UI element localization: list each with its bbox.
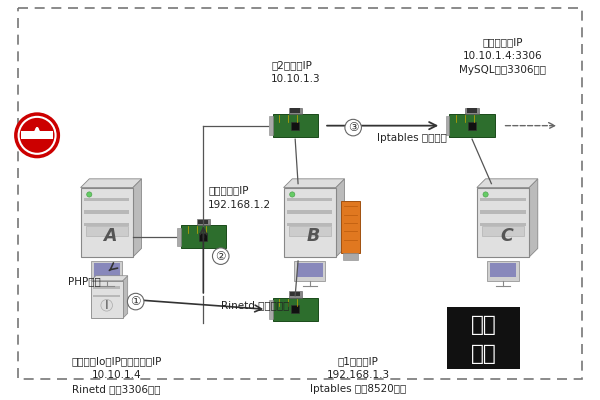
Bar [289, 108, 302, 114]
Circle shape [101, 300, 112, 311]
Bar [481, 198, 526, 202]
Text: 网卡：真实IP
192.168.1.2: 网卡：真实IP 192.168.1.2 [208, 186, 271, 210]
Circle shape [290, 192, 295, 197]
Bar [481, 223, 526, 226]
Text: ③: ③ [348, 121, 358, 134]
Circle shape [483, 192, 488, 197]
Bar [287, 198, 332, 202]
Bar [86, 226, 128, 236]
Bar [91, 281, 122, 318]
Bar [21, 131, 53, 139]
Bar [91, 260, 122, 282]
Text: PHP访问: PHP访问 [68, 276, 101, 286]
Bar [291, 305, 299, 314]
Polygon shape [336, 179, 344, 257]
Polygon shape [477, 179, 538, 188]
Text: ①: ① [130, 295, 141, 308]
Bar [343, 253, 358, 260]
Bar [84, 223, 129, 226]
Bar [94, 263, 120, 277]
Circle shape [20, 118, 55, 153]
Bar [290, 292, 300, 296]
Bar [272, 298, 318, 321]
Text: C: C [500, 227, 513, 245]
Bar [272, 114, 318, 137]
Polygon shape [91, 276, 128, 281]
Polygon shape [80, 179, 142, 188]
Bar [477, 188, 529, 257]
Polygon shape [133, 179, 142, 257]
Text: B: B [307, 227, 320, 245]
Bar [178, 228, 181, 246]
Bar [291, 122, 299, 130]
Bar [84, 210, 129, 214]
Bar [93, 286, 121, 289]
Bar [467, 108, 477, 112]
Bar [289, 226, 331, 236]
Text: 本地回环lo的IP别名：虚拟IP
10.10.1.4
Rinetd 监听3306端口: 本地回环lo的IP别名：虚拟IP 10.10.1.4 Rinetd 监听3306… [71, 356, 161, 394]
Bar [289, 291, 302, 298]
Bar [199, 220, 208, 224]
Bar [80, 188, 133, 257]
Polygon shape [529, 179, 538, 257]
Bar [181, 225, 226, 248]
Bar [487, 260, 518, 282]
Bar [284, 188, 336, 257]
Circle shape [16, 114, 58, 156]
Bar [296, 263, 323, 277]
Bar [446, 116, 449, 135]
Polygon shape [122, 276, 128, 318]
Bar [290, 108, 300, 112]
Bar [490, 263, 516, 277]
Text: ②: ② [215, 250, 226, 263]
Bar [199, 233, 208, 241]
Bar [341, 201, 360, 253]
Bar [84, 198, 129, 202]
Text: A: A [103, 227, 117, 245]
Text: 博张: 博张 [471, 315, 497, 335]
Text: Rinetd 端口重定向: Rinetd 端口重定向 [221, 300, 289, 310]
Bar [468, 122, 476, 130]
Text: 网卡：真实IP
10.10.1.4:3306
MySQL监听3306端口: 网卡：真实IP 10.10.1.4:3306 MySQL监听3306端口 [460, 37, 547, 75]
Bar [449, 114, 494, 137]
Bar [269, 300, 272, 318]
Bar [93, 295, 121, 297]
Text: 网2：真实IP
10.10.1.3: 网2：真实IP 10.10.1.3 [271, 60, 320, 84]
Bar [482, 226, 524, 236]
Bar [287, 210, 332, 214]
Text: Iptables 端口映射: Iptables 端口映射 [377, 133, 447, 143]
Bar [197, 219, 210, 225]
Bar [466, 108, 479, 114]
Text: 客宴: 客宴 [471, 344, 497, 364]
Bar [481, 210, 526, 214]
Bar [287, 223, 332, 226]
Polygon shape [284, 179, 344, 188]
Bar [294, 260, 325, 282]
Circle shape [86, 192, 92, 197]
Text: 网1：真实IP
192.168.1.3
Iptables 转发8520端口: 网1：真实IP 192.168.1.3 Iptables 转发8520端口 [310, 356, 406, 394]
Bar [447, 307, 520, 369]
Bar [269, 116, 272, 135]
Text: I: I [105, 299, 109, 312]
